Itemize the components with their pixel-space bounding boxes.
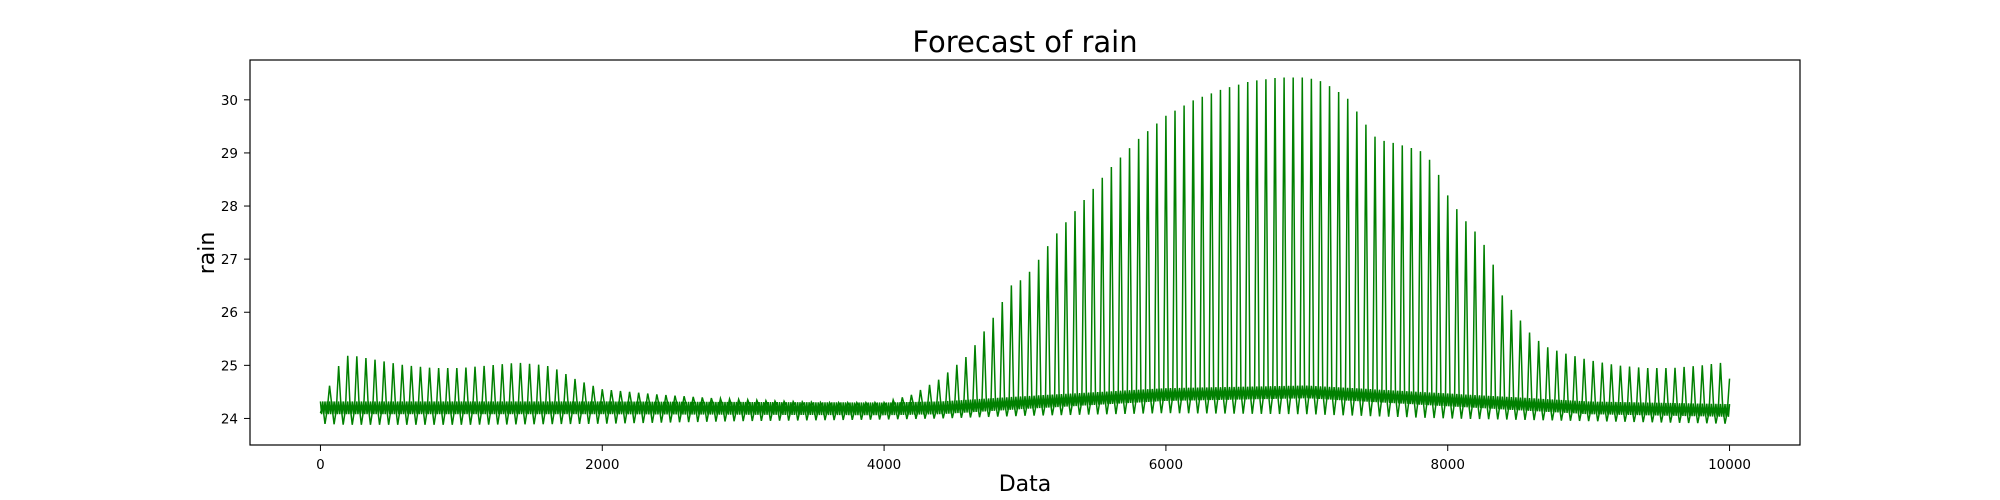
y-tick-label: 24 [221,411,238,427]
chart-title: Forecast of rain [912,25,1137,59]
y-tick-label: 30 [221,93,238,109]
x-tick-label: 4000 [867,457,901,473]
x-axis-label: Data [999,472,1052,497]
x-tick-label: 2000 [585,457,619,473]
plot-frame [249,59,1801,446]
y-tick-label: 26 [221,305,238,321]
series-baseline-band [319,385,1731,417]
y-tick-label: 29 [221,146,238,162]
x-tick-label: 6000 [1149,457,1183,473]
x-axis: 0 2000 4000 6000 8000 10000 [316,445,1751,473]
x-tick-label: 10000 [1708,457,1751,473]
y-axis-label: rain [195,232,220,275]
x-tick-label: 8000 [1431,457,1465,473]
series-line-rain [319,77,1731,425]
y-axis: 24 25 26 27 28 29 30 [221,93,250,427]
plot-area [319,77,1731,425]
y-tick-label: 25 [221,358,238,374]
x-tick-label: 0 [316,457,325,473]
y-tick-label: 28 [221,199,238,215]
y-tick-label: 27 [221,252,238,268]
